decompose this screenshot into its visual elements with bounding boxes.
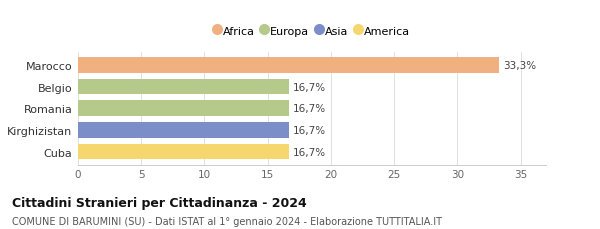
Bar xyxy=(78,79,289,95)
Bar xyxy=(78,144,289,160)
Text: 16,7%: 16,7% xyxy=(293,125,326,135)
Text: 16,7%: 16,7% xyxy=(293,82,326,92)
Bar xyxy=(78,123,289,138)
Text: COMUNE DI BARUMINI (SU) - Dati ISTAT al 1° gennaio 2024 - Elaborazione TUTTITALI: COMUNE DI BARUMINI (SU) - Dati ISTAT al … xyxy=(12,216,442,226)
Text: 16,7%: 16,7% xyxy=(293,147,326,157)
Bar xyxy=(78,58,499,73)
Legend: Africa, Europa, Asia, America: Africa, Europa, Asia, America xyxy=(211,22,413,40)
Text: 16,7%: 16,7% xyxy=(293,104,326,114)
Bar xyxy=(78,101,289,117)
Text: Cittadini Stranieri per Cittadinanza - 2024: Cittadini Stranieri per Cittadinanza - 2… xyxy=(12,196,307,209)
Text: 33,3%: 33,3% xyxy=(503,61,536,71)
